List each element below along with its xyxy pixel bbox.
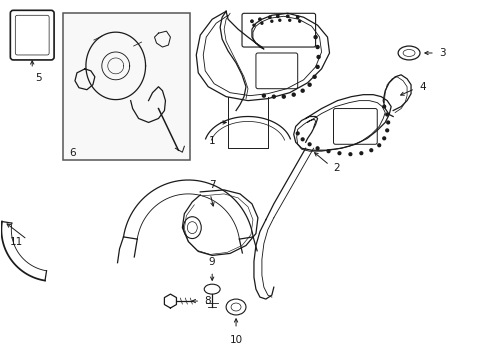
Circle shape — [287, 15, 289, 18]
Text: 6: 6 — [69, 148, 75, 158]
Ellipse shape — [187, 222, 197, 234]
Circle shape — [253, 24, 255, 26]
Circle shape — [360, 152, 363, 154]
Circle shape — [299, 20, 301, 22]
Circle shape — [349, 153, 352, 156]
Circle shape — [314, 36, 317, 39]
Circle shape — [313, 75, 316, 78]
Circle shape — [263, 94, 266, 97]
Text: 11: 11 — [10, 237, 23, 247]
Circle shape — [386, 129, 389, 132]
Circle shape — [259, 18, 261, 21]
Circle shape — [386, 113, 389, 116]
Circle shape — [316, 147, 319, 150]
Circle shape — [327, 150, 330, 153]
FancyBboxPatch shape — [15, 15, 49, 55]
Circle shape — [271, 20, 273, 22]
Circle shape — [269, 16, 271, 18]
Text: 4: 4 — [419, 82, 426, 92]
Circle shape — [301, 138, 304, 141]
Circle shape — [308, 143, 311, 146]
Circle shape — [387, 121, 390, 124]
Ellipse shape — [403, 50, 415, 57]
Text: 2: 2 — [334, 163, 340, 173]
FancyBboxPatch shape — [10, 10, 54, 60]
FancyBboxPatch shape — [256, 53, 298, 89]
Circle shape — [261, 22, 263, 24]
Circle shape — [338, 152, 341, 154]
Circle shape — [292, 93, 295, 96]
FancyBboxPatch shape — [242, 13, 316, 47]
Ellipse shape — [204, 284, 220, 294]
Circle shape — [370, 149, 373, 152]
Text: 9: 9 — [209, 257, 216, 267]
Text: 5: 5 — [35, 73, 42, 83]
Circle shape — [279, 19, 281, 21]
Circle shape — [289, 19, 291, 21]
Circle shape — [378, 144, 381, 147]
Circle shape — [383, 105, 386, 108]
Circle shape — [316, 66, 319, 68]
Circle shape — [317, 55, 320, 58]
Ellipse shape — [231, 303, 241, 311]
Text: 8: 8 — [204, 296, 211, 306]
Circle shape — [282, 95, 285, 98]
Text: 3: 3 — [439, 48, 445, 58]
Circle shape — [251, 20, 253, 22]
Text: 7: 7 — [209, 180, 216, 190]
Ellipse shape — [226, 299, 246, 315]
Circle shape — [308, 83, 311, 86]
Circle shape — [301, 89, 304, 92]
Ellipse shape — [398, 46, 420, 60]
Text: 10: 10 — [229, 335, 243, 345]
Bar — [63, 13, 190, 160]
Circle shape — [383, 137, 386, 140]
Text: 1: 1 — [209, 136, 216, 146]
Circle shape — [272, 95, 275, 98]
Circle shape — [277, 15, 279, 18]
Ellipse shape — [183, 217, 201, 239]
Circle shape — [296, 16, 299, 18]
Circle shape — [316, 46, 319, 49]
Circle shape — [296, 132, 299, 135]
FancyBboxPatch shape — [334, 109, 377, 144]
